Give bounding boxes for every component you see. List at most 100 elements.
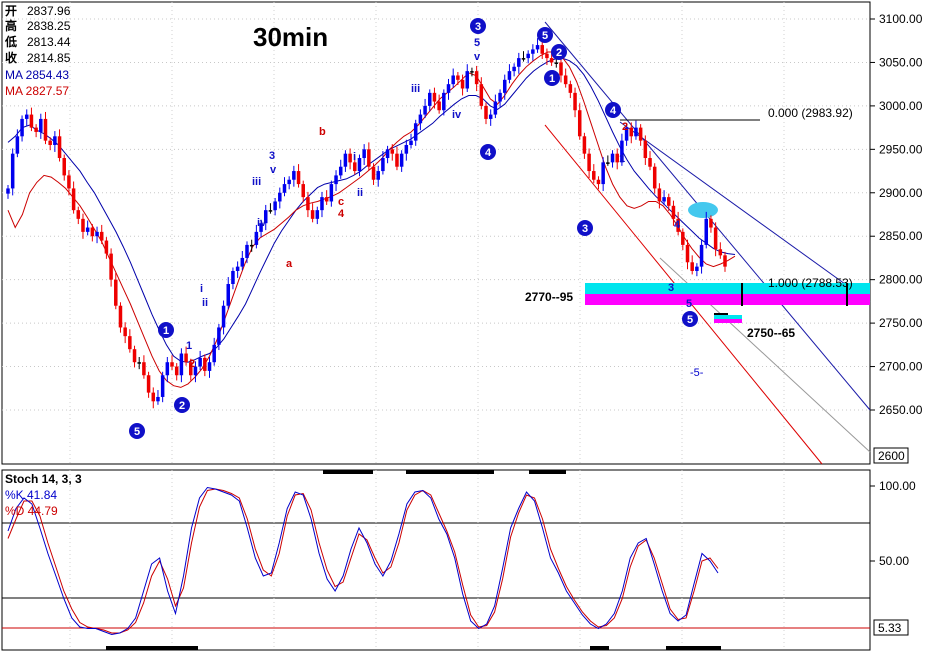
candle: [521, 51, 526, 62]
candle: [545, 48, 549, 66]
zone-b-label: 2750--65: [747, 326, 795, 340]
signal-bar-2: [406, 470, 494, 474]
candle-body: [446, 84, 451, 93]
stoch-d-line: [7, 488, 719, 634]
candle: [474, 65, 479, 92]
candle: [428, 89, 432, 112]
candle-body: [362, 149, 366, 159]
candle: [6, 184, 10, 199]
candle: [62, 154, 66, 181]
candle: [390, 144, 395, 161]
wave-circle-4b: 4: [605, 102, 621, 118]
candle-body: [474, 71, 479, 85]
stoch-last-marker-box: [873, 619, 909, 636]
fib-1-label: 1.000 (2788.53): [768, 276, 853, 290]
candle-body: [85, 227, 90, 232]
wave-label-5-small: 5: [474, 37, 480, 49]
candle-body: [39, 118, 43, 132]
candle: [488, 109, 493, 126]
price-tick-label: 3000.00: [879, 99, 923, 113]
candle-body: [81, 218, 85, 232]
candle: [695, 263, 699, 277]
candle-body: [123, 327, 127, 337]
candle: [718, 242, 723, 259]
candle-body: [437, 101, 441, 111]
candle: [418, 109, 423, 131]
candle: [498, 89, 502, 107]
candle: [381, 151, 385, 175]
candle: [657, 183, 662, 209]
candle-body: [521, 58, 526, 60]
candle: [114, 272, 118, 310]
candle: [320, 191, 324, 218]
candle: [179, 348, 184, 383]
candle-body: [128, 336, 132, 350]
candle-body: [249, 244, 254, 247]
candle-body: [718, 249, 723, 256]
ohlc-close-key: 收: [5, 50, 17, 65]
candle-body: [451, 75, 455, 85]
candle: [254, 224, 259, 249]
candle-body: [43, 118, 48, 141]
candle-body: [652, 166, 657, 189]
candle-body: [488, 114, 493, 119]
candle: [357, 154, 362, 177]
mini-zone-cyan: [714, 315, 742, 319]
candle: [596, 176, 601, 190]
candle: [263, 204, 268, 231]
candle: [198, 350, 202, 371]
candle: [306, 191, 310, 218]
candle-body: [24, 114, 29, 119]
wave-circle-3b: 3: [577, 220, 593, 236]
candle-body: [118, 305, 123, 328]
candle: [301, 180, 305, 203]
candle: [39, 113, 43, 139]
candle-body: [479, 84, 484, 106]
candle: [479, 77, 484, 110]
price-tick-label: 3050.00: [879, 55, 923, 69]
candle: [53, 131, 57, 152]
candle: [652, 163, 657, 194]
wave-label-2-small: 2: [189, 358, 195, 370]
candle-body: [657, 188, 662, 202]
middle-channel-line: [619, 121, 871, 303]
candle: [296, 164, 301, 188]
candle-body: [329, 184, 334, 202]
candle: [160, 371, 165, 403]
candle-body: [549, 58, 554, 63]
wave-label-c: c: [338, 196, 344, 208]
candle: [502, 74, 507, 100]
candle: [723, 251, 727, 272]
stoch-d-label: %D 44.79: [5, 504, 58, 518]
candle: [568, 80, 573, 99]
wave-labels: i ii iii iv v a b c 4 1 2 3 i ii iii iv …: [186, 37, 692, 370]
fib-0-label: 0.000 (2983.92): [768, 106, 853, 120]
stoch-lines: [7, 486, 719, 636]
candle: [371, 163, 376, 185]
candles: [6, 38, 727, 409]
candle: [685, 239, 690, 270]
candle-body: [310, 210, 315, 219]
price-tick-label: 2850.00: [879, 229, 923, 243]
candle-body: [71, 188, 76, 211]
candle: [226, 277, 231, 310]
candle-body: [493, 101, 498, 115]
price-tick-label: 2900.00: [879, 186, 923, 200]
candle-body: [165, 362, 170, 376]
candle-body: [203, 357, 207, 371]
candle-body: [615, 153, 619, 163]
candle: [456, 72, 460, 86]
candle-body: [460, 79, 465, 89]
candle-body: [10, 153, 15, 189]
candle: [287, 176, 291, 190]
signal-bars: [106, 470, 721, 650]
candle: [221, 300, 226, 335]
wave-label-v-2: v: [474, 51, 481, 63]
candle: [399, 150, 404, 172]
candle-body: [531, 49, 535, 54]
candle: [362, 144, 366, 165]
candle-body: [470, 71, 474, 73]
svg-text:1: 1: [549, 73, 555, 85]
candle: [713, 222, 718, 257]
